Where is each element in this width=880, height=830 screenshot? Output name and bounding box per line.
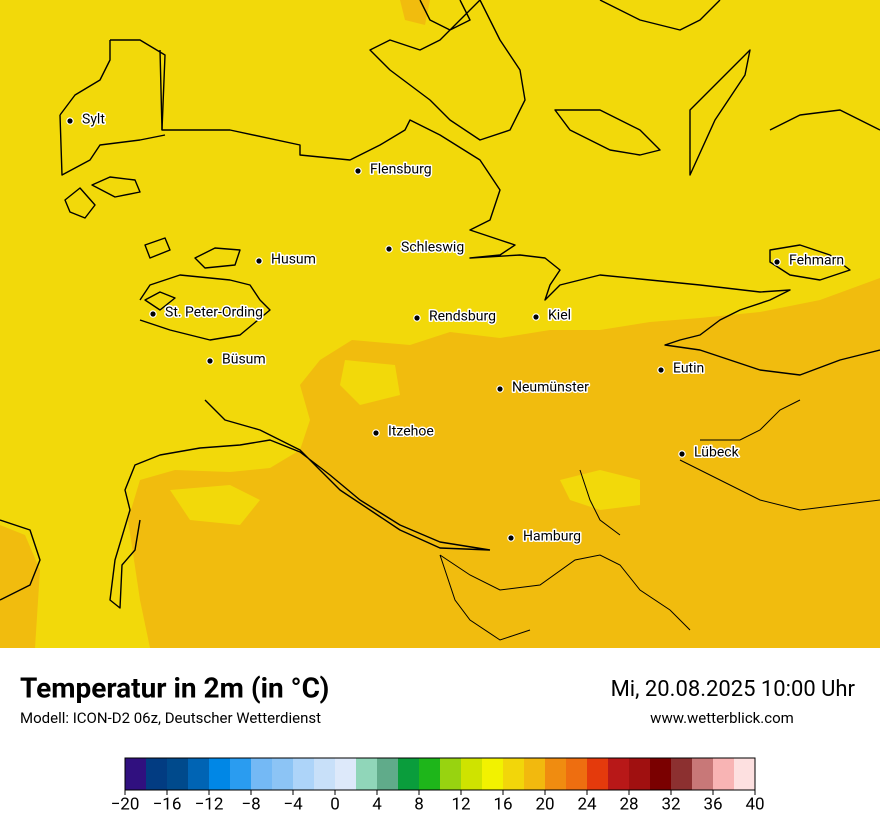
city-label: Kiel [548,308,571,324]
colorbar-tick-label: 28 [619,794,638,814]
coastline [554,0,751,176]
city-dot [657,366,665,374]
coastline [0,519,41,601]
colorbar-tick-label: −16 [153,794,182,814]
colorbar-bin [524,758,546,790]
warm-area [128,278,880,648]
city-dot [149,310,157,318]
city-dot [66,117,74,125]
city-dot [532,313,540,321]
colorbar-bin [713,758,735,790]
colorbar-bin [377,758,399,790]
colorbar-tick-label: 0 [330,794,340,814]
colorbar-tick-label: 4 [372,794,382,814]
city-label: Itzehoe [388,424,434,440]
colorbar-bin [566,758,588,790]
colorbar-tick-label: −12 [195,794,224,814]
city-dot [773,258,781,266]
city-label: Eutin [673,361,704,377]
city-label: Rendsburg [429,309,496,325]
cities: Sylt Flensburg Schleswig Husum Fehmarn St. Pe… [66,110,846,546]
title: Temperatur in 2m (in °C) [20,671,329,704]
colorbar-bin [272,758,294,790]
colorbar-bin [608,758,630,790]
colorbar-tick-label: 36 [703,794,722,814]
colorbar: −20 −16 −12 −8 −4 0 4 8 12 16 20 24 28 32 36 40 [111,757,765,814]
datetime: Mi, 20.08.2025 10:00 Uhr [611,677,856,702]
colorbar-bin [671,758,693,790]
city-dot [255,257,263,265]
colorbar-tick-label: 12 [451,794,470,814]
city-label: Husum [271,252,316,268]
website: www.wetterblick.com [650,709,794,727]
coastline [369,0,526,141]
coastline [110,39,880,376]
colorbar-tick-label: 20 [535,794,554,814]
colorbar-tick-label: 8 [414,794,424,814]
city-label: Fehmarn [789,253,844,269]
colorbar-frame [124,757,756,791]
city-label: Schleswig [401,240,464,256]
colorbar-bin [650,758,672,790]
colorbar-bin [545,758,567,790]
subtitle: Modell: ICON-D2 06z, Deutscher Wetterdie… [20,709,321,727]
map: Sylt Flensburg Schleswig Husum Fehmarn St. Pe… [0,0,880,648]
city-label: Flensburg [370,162,432,178]
river [439,399,880,641]
coastline [139,274,271,341]
city-dot [678,450,686,458]
colorbar-bin [146,758,168,790]
colorbar-bin [293,758,315,790]
colorbar-tick-label: −20 [111,794,140,814]
colorbar-bin [419,758,441,790]
colorbar-tick-label: 32 [661,794,680,814]
colorbar-bin [692,758,714,790]
colorbar-tick-label: −8 [241,794,260,814]
colorbar-bin [398,758,420,790]
city-dot [496,385,504,393]
city-label: Hamburg [523,529,581,545]
colorbar-bin [356,758,378,790]
colorbar-bin [587,758,609,790]
colorbar-bin [314,758,336,790]
colorbar-bin [188,758,210,790]
city-label: Lübeck [694,445,740,461]
warm-area [170,360,640,525]
city-dot [206,357,214,365]
city-dot [385,245,393,253]
colorbar-bin [503,758,525,790]
colorbar-bin [461,758,483,790]
colorbar-bin [209,758,231,790]
city-label: St. Peter-Ording [165,305,263,321]
city-dot [507,534,515,542]
coastline [769,109,880,281]
city-label: Sylt [82,112,105,128]
colorbar-bin [629,758,651,790]
city-dot [354,167,362,175]
colorbar-bin [482,758,504,790]
city-dot [413,314,421,322]
city-label: Büsum [222,352,266,368]
colorbar-bin [734,758,756,790]
colorbar-bin [230,758,252,790]
coastline [59,40,166,176]
city-label: Neumünster [512,380,589,396]
colorbar-bin [440,758,462,790]
colorbar-tick-label: −4 [283,794,303,814]
colorbar-tick-label: 40 [745,794,764,814]
coastline [109,399,491,609]
city-dot [372,429,380,437]
colorbar-bin [251,758,273,790]
coastline [64,176,241,311]
colorbar-bin [125,758,147,790]
colorbar-bin [167,758,189,790]
colorbar-tick-label: 24 [577,794,597,814]
colorbar-tick-label: 16 [493,794,512,814]
colorbar-bin [335,758,357,790]
